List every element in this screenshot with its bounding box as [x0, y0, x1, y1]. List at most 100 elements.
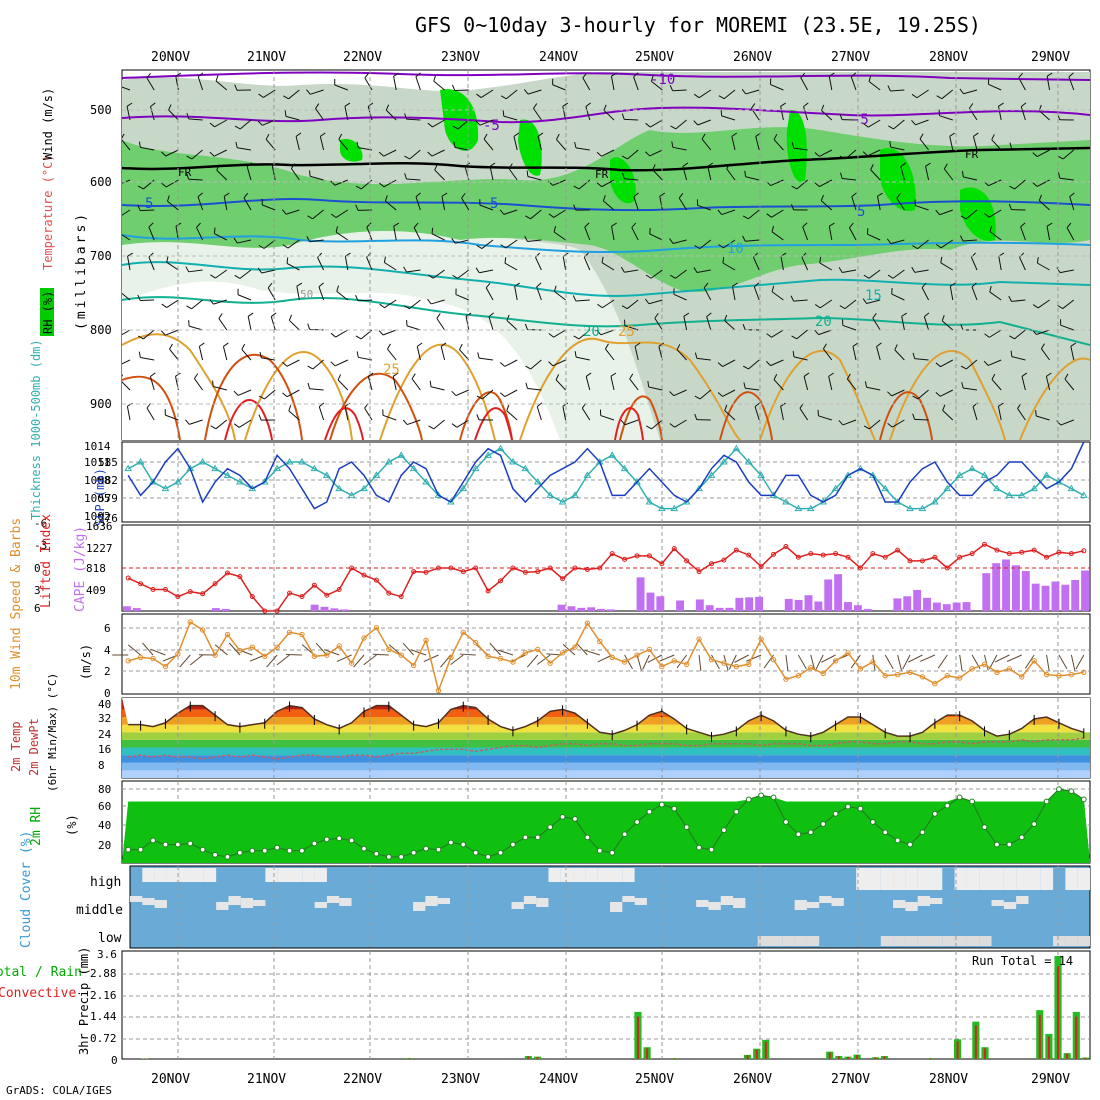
- wind-barb-flag: [603, 104, 607, 111]
- pressure-tick: 800: [90, 323, 112, 337]
- wind-barb: [527, 89, 542, 95]
- wind-barb: [552, 359, 566, 367]
- wind-barb: [286, 262, 300, 271]
- wind-marker: [746, 661, 752, 667]
- wind-barb-flag: [513, 132, 520, 137]
- wind-barb-flag: [950, 282, 956, 287]
- wind10-barb: [994, 654, 1010, 663]
- wind-barb-flag: [991, 134, 995, 140]
- thickness-marker: [670, 504, 679, 512]
- li-marker: [882, 554, 888, 560]
- li-marker: [187, 589, 193, 595]
- wind-barb: [633, 76, 639, 91]
- wind-marker: [249, 644, 256, 650]
- wind-barb-flag: [355, 295, 359, 301]
- cape-bar: [824, 579, 833, 611]
- li-marker: [634, 553, 640, 559]
- wind-barb: [505, 89, 518, 100]
- cape-bar: [587, 607, 596, 611]
- wind-barb: [488, 316, 494, 331]
- wind-barb: [576, 356, 590, 361]
- wind10-barb: [576, 642, 588, 656]
- wind-barb: [285, 115, 300, 121]
- wind-barb: [194, 378, 204, 391]
- cape-bar: [1081, 570, 1089, 611]
- wind-barb: [752, 257, 760, 271]
- wind-barb: [530, 359, 542, 370]
- wind-barb-flag: [562, 102, 569, 107]
- wind10-barb: [353, 654, 365, 668]
- precip-convective-bar: [837, 1056, 840, 1059]
- cloud-level-middle: middle: [76, 903, 123, 918]
- wind-barb-flag: [209, 151, 215, 157]
- wind-barb-flag: [138, 351, 141, 358]
- contour-label: 10: [727, 241, 744, 257]
- wind-barb-flag: [960, 324, 964, 331]
- wind-barb: [271, 166, 276, 181]
- wind-barb-flag: [477, 352, 480, 359]
- date-label-bottom: 24NOV: [539, 1072, 578, 1087]
- wind-barb: [900, 166, 905, 181]
- wind-barb: [166, 299, 179, 309]
- wind-barb: [197, 76, 204, 91]
- wind10-barb: [127, 644, 141, 656]
- wind-barb: [552, 84, 566, 91]
- wind-barb: [1037, 299, 1050, 309]
- thickness-marker: [583, 471, 592, 478]
- wind-barb-flag: [148, 222, 154, 228]
- wind-barb-flag: [669, 238, 674, 244]
- wind-barb-flag: [1057, 305, 1063, 310]
- wind-barb-flag: [476, 414, 480, 421]
- wind-barb: [659, 196, 663, 211]
- li-marker: [833, 551, 839, 557]
- wind-barb-flag: [548, 333, 554, 338]
- rh-marker: [609, 849, 616, 856]
- wind-barb-flag: [943, 163, 948, 170]
- wind-barb: [748, 359, 760, 370]
- wind-barb-flag: [234, 274, 241, 279]
- cape-label: CAPE (J/kg): [73, 526, 88, 612]
- wind-barb-flag: [404, 155, 410, 160]
- wind-barb: [939, 209, 953, 216]
- li-marker: [1006, 551, 1012, 557]
- li-marker: [969, 551, 975, 557]
- wind-barb-flag: [887, 422, 893, 428]
- wind-barb: [649, 149, 663, 157]
- contour-label: 5: [857, 204, 865, 220]
- slp-line: [127, 441, 1085, 510]
- li-marker: [622, 556, 628, 562]
- wind-barb-flag: [118, 227, 119, 233]
- wind-barb: [722, 359, 736, 368]
- wind-barb-flag: [940, 256, 943, 263]
- wind10-barb: [315, 642, 328, 656]
- wind10-barb: [450, 654, 464, 666]
- li-marker: [659, 561, 665, 567]
- wind-barb-flag: [611, 72, 617, 77]
- wind-barb-flag: [282, 244, 289, 249]
- wind10-barb: [734, 654, 749, 663]
- cape-bar: [962, 602, 971, 611]
- li-marker: [746, 552, 752, 558]
- wind-barb: [533, 108, 542, 121]
- wind-barb: [530, 209, 542, 220]
- wind-barb: [917, 389, 929, 400]
- wind-barb-flag: [645, 274, 652, 279]
- wind-barb: [407, 419, 421, 426]
- precip-convective-bar: [1075, 1016, 1078, 1059]
- wind-barb-flag: [355, 335, 362, 340]
- wind-marker: [882, 673, 888, 679]
- thickness-marker: [496, 444, 505, 452]
- wind-barb-flag: [404, 113, 407, 120]
- wind-barb-flag: [669, 391, 675, 397]
- isotherm-35: [224, 399, 644, 440]
- cape-bar: [1061, 584, 1070, 611]
- cloud-high: [265, 868, 278, 882]
- wind-barb: [215, 80, 228, 91]
- thickness-marker: [794, 504, 803, 512]
- wind-barb: [940, 262, 954, 271]
- wind-barb-flag: [209, 122, 215, 128]
- wind-barb: [461, 197, 470, 211]
- wind-barb: [536, 406, 542, 421]
- cloud-mid: [326, 896, 340, 903]
